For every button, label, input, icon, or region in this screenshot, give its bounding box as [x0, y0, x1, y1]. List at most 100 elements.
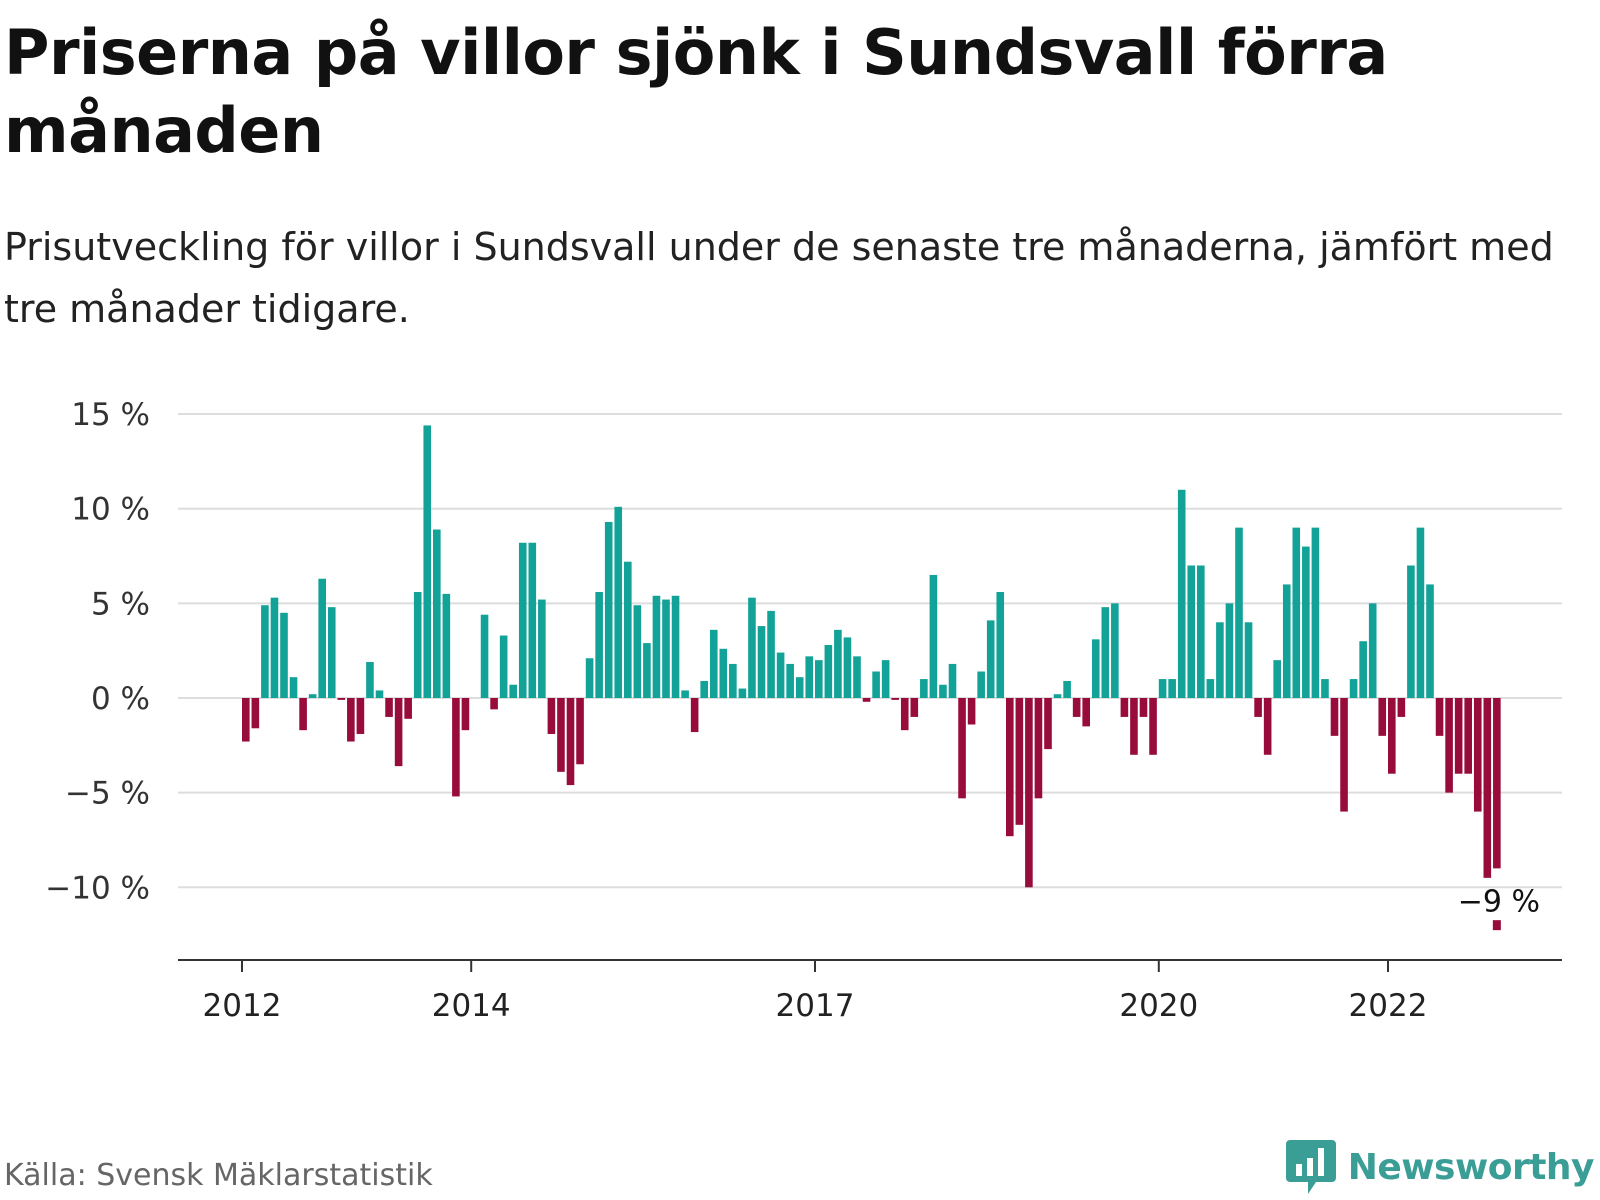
bar	[1149, 698, 1157, 755]
bar	[1426, 584, 1434, 698]
bar	[853, 656, 861, 698]
bar	[1321, 679, 1329, 698]
bar	[1407, 565, 1415, 698]
bar	[920, 679, 928, 698]
y-tick-label: 10 %	[71, 492, 150, 528]
x-tick-label: 2022	[1349, 988, 1428, 1024]
bar	[939, 684, 947, 698]
bar	[1063, 680, 1071, 698]
bar	[1177, 489, 1186, 698]
bar	[1435, 698, 1444, 736]
annotations: −9 %	[1458, 884, 1540, 931]
chart-title: Priserna på villor sjönk i Sundsvall för…	[4, 16, 1388, 167]
bar	[270, 597, 279, 698]
x-tick-label: 2020	[1119, 988, 1198, 1024]
bar	[413, 591, 422, 698]
bar	[834, 629, 842, 698]
y-gridlines	[178, 413, 1562, 889]
bar	[547, 698, 556, 734]
bar	[261, 605, 269, 698]
bar	[824, 645, 833, 698]
y-tick-label: 5 %	[91, 586, 150, 622]
bar	[480, 614, 489, 698]
bar	[337, 698, 346, 700]
bar	[1120, 698, 1129, 717]
bar	[948, 663, 957, 698]
bar	[1397, 698, 1406, 717]
bar	[1053, 694, 1062, 698]
bar	[499, 635, 508, 698]
bar	[604, 521, 613, 698]
bar	[662, 599, 670, 698]
bar	[356, 698, 365, 734]
y-tick-label: −5 %	[65, 776, 150, 812]
bar	[1206, 679, 1215, 698]
bar	[958, 698, 966, 799]
bar	[1187, 565, 1196, 698]
bar	[815, 660, 823, 698]
bar	[423, 425, 432, 698]
bar	[709, 629, 718, 698]
bar	[624, 561, 632, 698]
bar	[1282, 584, 1291, 698]
bar	[490, 698, 498, 710]
bar	[1072, 698, 1081, 717]
bar	[518, 542, 527, 698]
bar	[404, 698, 412, 719]
bar	[1244, 622, 1253, 698]
bar	[748, 597, 756, 698]
bar	[347, 698, 355, 742]
bar	[585, 658, 594, 698]
brand-logo: Newsworthy	[1285, 1138, 1595, 1196]
bar	[1292, 527, 1301, 698]
bar	[576, 698, 584, 765]
bar	[843, 637, 852, 698]
bar	[862, 698, 871, 702]
bar	[738, 688, 747, 698]
bar	[881, 660, 890, 698]
bar	[394, 698, 403, 767]
bar	[1263, 698, 1272, 755]
bar	[1225, 603, 1234, 698]
bar	[251, 698, 260, 729]
bar	[1273, 660, 1281, 698]
bar	[1101, 607, 1110, 698]
bar	[1311, 527, 1320, 698]
bar	[872, 671, 880, 698]
x-tick-label: 2017	[776, 988, 855, 1024]
bar	[1091, 639, 1100, 698]
bar	[1139, 698, 1148, 717]
bar	[767, 610, 775, 698]
bar	[308, 694, 317, 698]
bar	[986, 620, 995, 698]
bar	[528, 542, 537, 698]
bar	[280, 612, 288, 698]
bar	[900, 698, 909, 731]
bar	[1302, 546, 1310, 698]
bar	[1034, 698, 1043, 799]
bar	[891, 698, 899, 700]
bar	[719, 648, 728, 698]
bar	[433, 529, 441, 698]
bar	[729, 663, 737, 698]
bar	[595, 591, 603, 698]
bar	[375, 690, 384, 698]
bar	[1025, 698, 1033, 888]
bar	[566, 698, 575, 786]
bar	[1349, 679, 1358, 698]
bar	[1197, 565, 1205, 698]
bar	[671, 595, 680, 698]
bar	[967, 698, 976, 725]
newsworthy-chart-bubble-icon	[1285, 1140, 1336, 1194]
bar	[614, 506, 623, 698]
bar	[652, 595, 661, 698]
bar	[929, 574, 938, 698]
bar	[1416, 527, 1425, 698]
bar	[327, 607, 336, 698]
bar	[1454, 698, 1463, 774]
bar	[1445, 698, 1453, 793]
bar	[1216, 622, 1224, 698]
bar	[681, 690, 689, 698]
bar	[1168, 679, 1176, 698]
bar	[690, 698, 699, 733]
